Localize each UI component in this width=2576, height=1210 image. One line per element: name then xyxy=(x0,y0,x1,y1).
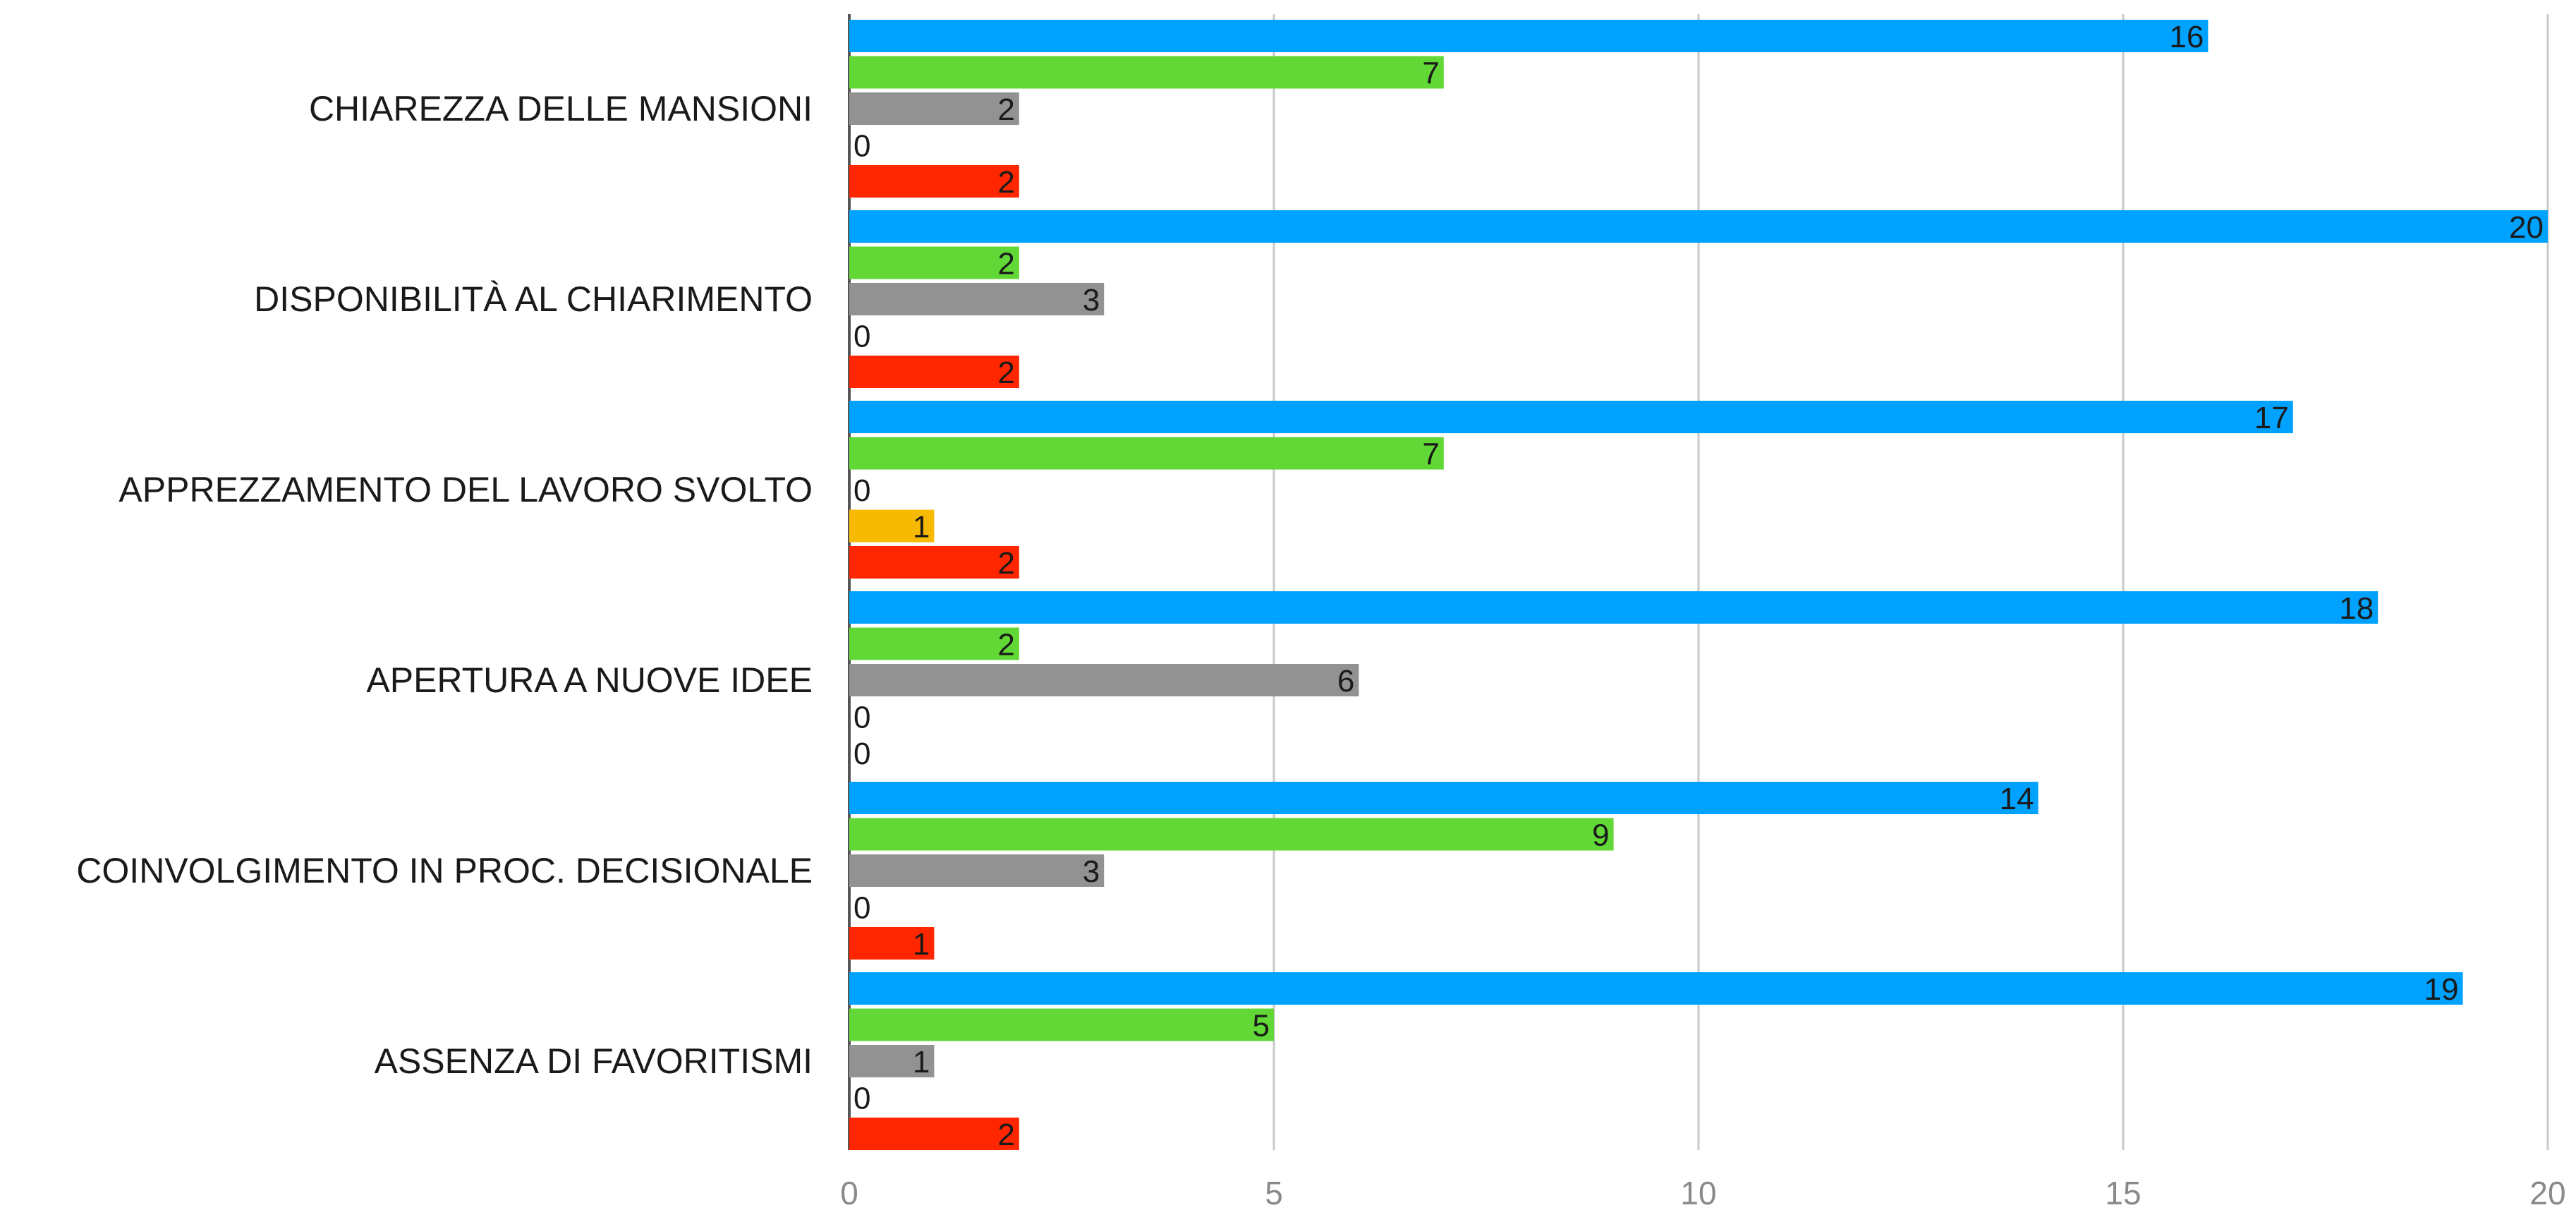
category-label: CHIAREZZA DELLE MANSIONI xyxy=(309,89,813,128)
x-tick-label: 5 xyxy=(1265,1175,1283,1210)
data-label: 0 xyxy=(853,320,870,354)
data-label: 2 xyxy=(997,628,1014,663)
data-label: 2 xyxy=(997,247,1014,282)
data-label: 2 xyxy=(997,546,1014,581)
data-label: 3 xyxy=(1083,854,1100,889)
bar xyxy=(849,927,935,960)
bar xyxy=(849,210,2548,243)
data-label: 6 xyxy=(1337,664,1354,698)
category-label: ASSENZA DI FAVORITISMI xyxy=(375,1041,813,1081)
data-label: 0 xyxy=(853,737,870,771)
data-label: 1 xyxy=(913,510,930,545)
data-label: 16 xyxy=(2169,20,2204,54)
bar xyxy=(849,356,1019,388)
category-label: DISPONIBILITÀ AL CHIARIMENTO xyxy=(254,279,813,319)
data-label: 0 xyxy=(853,701,870,735)
data-label: 2 xyxy=(997,165,1014,200)
bar xyxy=(849,664,1359,696)
data-label: 0 xyxy=(853,129,870,164)
bar xyxy=(849,854,1105,887)
data-label: 1 xyxy=(913,1045,930,1079)
data-label: 2 xyxy=(997,92,1014,127)
data-label: 0 xyxy=(853,473,870,508)
x-tick-label: 20 xyxy=(2529,1175,2565,1210)
bar xyxy=(849,401,2293,433)
category-label: APERTURA A NUOVE IDEE xyxy=(366,660,813,700)
bar xyxy=(849,165,1019,198)
bar xyxy=(849,509,935,543)
data-label: 20 xyxy=(2509,210,2544,245)
bar xyxy=(849,546,1019,579)
data-label: 7 xyxy=(1422,56,1439,91)
bar xyxy=(849,627,1019,660)
data-label: 7 xyxy=(1422,437,1439,472)
data-label: 5 xyxy=(1253,1009,1270,1043)
bar xyxy=(849,972,2463,1005)
bars xyxy=(849,20,2548,1150)
data-label: 2 xyxy=(997,1118,1014,1152)
category-label: APPREZZAMENTO DEL LAVORO SVOLTO xyxy=(119,470,813,509)
data-label: 2 xyxy=(997,356,1014,390)
bar xyxy=(849,818,1614,851)
bar xyxy=(849,591,2378,624)
data-label: 18 xyxy=(2339,591,2374,626)
bar xyxy=(849,20,2209,52)
bar xyxy=(849,283,1105,315)
data-label: 9 xyxy=(1592,818,1609,853)
data-label: 0 xyxy=(853,891,870,926)
bar xyxy=(849,1118,1019,1150)
grid-lines xyxy=(848,14,2549,1150)
bar xyxy=(849,437,1444,470)
bar xyxy=(849,56,1444,89)
data-label: 1 xyxy=(913,927,930,962)
bar xyxy=(849,1008,1274,1041)
x-tick-label: 10 xyxy=(1680,1175,1716,1210)
bar xyxy=(849,782,2039,814)
data-label: 19 xyxy=(2424,972,2459,1007)
data-label: 3 xyxy=(1083,283,1100,317)
bar xyxy=(849,246,1019,279)
data-label: 0 xyxy=(853,1082,870,1116)
data-label: 14 xyxy=(2000,782,2034,816)
bar xyxy=(849,1045,935,1077)
bar xyxy=(849,92,1019,125)
x-tick-label: 0 xyxy=(840,1175,858,1210)
category-label: COINVOLGIMENTO IN PROC. DECISIONALE xyxy=(76,851,813,890)
x-tick-label: 15 xyxy=(2105,1175,2141,1210)
data-label: 17 xyxy=(2254,401,2289,435)
